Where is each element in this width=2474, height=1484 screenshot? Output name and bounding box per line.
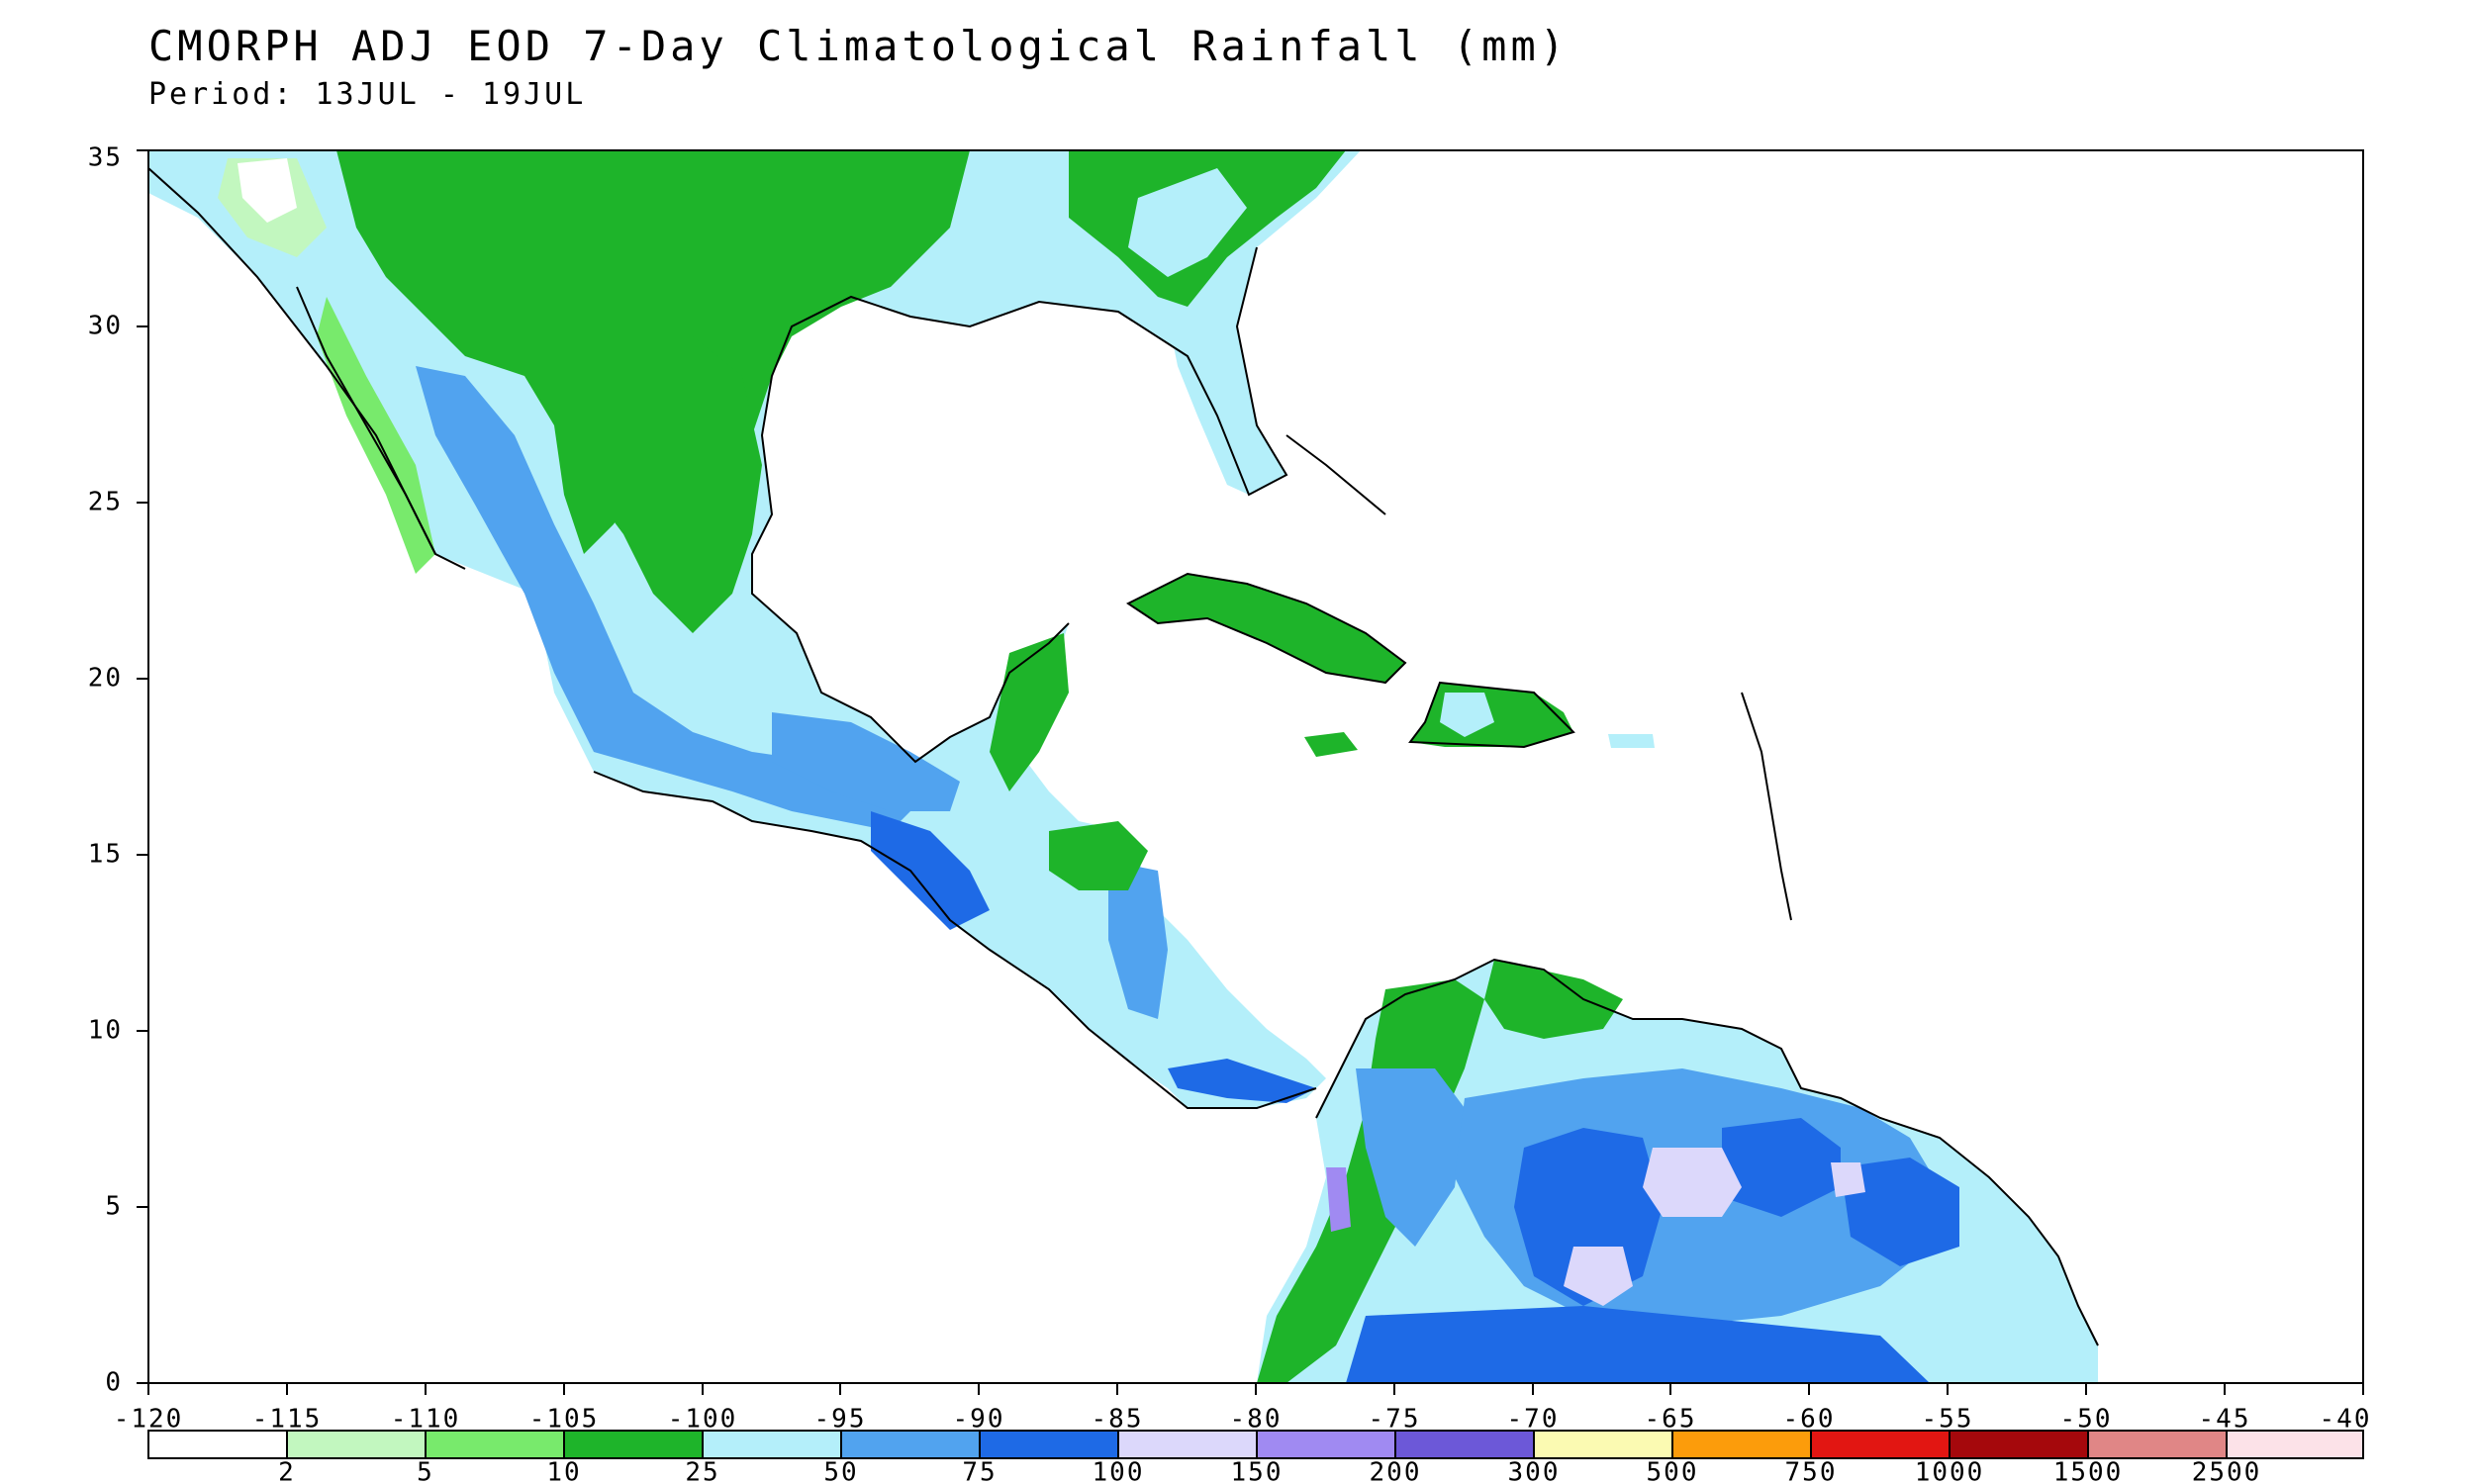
lon-tick-label: -50 <box>2060 1404 2113 1434</box>
puerto-rico-land <box>1608 734 1655 748</box>
rainfall-field <box>148 150 2098 1383</box>
colorbar-swatch <box>840 1430 981 1459</box>
lon-tick-label: -70 <box>1507 1404 1560 1434</box>
colombia-purple <box>1326 1167 1351 1232</box>
colorbar-label: 1500 <box>2053 1457 2124 1484</box>
lat-tick-label: 5 <box>105 1192 123 1222</box>
colorbar-label: 750 <box>1785 1457 1838 1484</box>
map-title: CMORPH ADJ EOD 7-Day Climatological Rain… <box>148 22 1570 70</box>
jamaica-land <box>1304 732 1358 757</box>
nw-white-patch <box>238 158 297 223</box>
colorbar-swatch <box>1671 1430 1812 1459</box>
colorbar-label: 500 <box>1647 1457 1699 1484</box>
colorbar-label: 150 <box>1231 1457 1284 1484</box>
lon-tick-label: -65 <box>1645 1404 1697 1434</box>
sa-south-blue <box>1346 1306 1930 1383</box>
honduras-green <box>1049 821 1148 890</box>
lat-tick-label: 10 <box>88 1016 123 1046</box>
lat-tick-label: 25 <box>88 488 123 517</box>
sa-lavender-1 <box>1643 1148 1742 1217</box>
mexico-green-patch <box>554 307 762 633</box>
colorbar-label: 50 <box>823 1457 858 1484</box>
colorbar-swatch <box>1949 1430 2089 1459</box>
lon-axis: -120 -115 -110 -105 -100 -95 -90 -85 -80… <box>114 1383 2372 1434</box>
lon-tick-label: -40 <box>2320 1404 2372 1434</box>
colorbar: 2 5 10 25 50 75 100 150 200 300 500 750 … <box>147 1430 2364 1484</box>
colorbar-label: 2 <box>278 1457 296 1484</box>
venezuela-green <box>1484 960 1623 1039</box>
colorbar-swatch <box>1394 1430 1535 1459</box>
map-period: Period: 13JUL - 19JUL <box>148 77 587 112</box>
mexico-south-blue <box>772 712 960 811</box>
colorbar-label: 1000 <box>1915 1457 1985 1484</box>
lon-tick-label: -100 <box>668 1404 738 1434</box>
colorbar-label: 75 <box>962 1457 997 1484</box>
lat-tick-label: 20 <box>88 664 123 694</box>
lon-tick-label: -80 <box>1230 1404 1283 1434</box>
colorbar-swatch <box>702 1430 842 1459</box>
colorbar-label: 100 <box>1093 1457 1145 1484</box>
colorbar-label: 10 <box>546 1457 581 1484</box>
colorbar-swatch <box>2087 1430 2228 1459</box>
sa-blue-1 <box>1356 1068 1465 1247</box>
lon-tick-label: -105 <box>529 1404 600 1434</box>
hispaniola-blue <box>1440 693 1494 737</box>
colorbar-swatch <box>2226 1430 2364 1459</box>
lon-tick-label: -45 <box>2199 1404 2251 1434</box>
lat-tick-label: 15 <box>88 840 123 870</box>
lon-tick-label: -55 <box>1922 1404 1974 1434</box>
colorbar-swatch <box>1256 1430 1396 1459</box>
colorbar-swatch <box>147 1430 288 1459</box>
nicaragua-blue <box>1108 861 1168 1019</box>
lon-tick-label: -85 <box>1092 1404 1144 1434</box>
colorbar-label: 2500 <box>2192 1457 2262 1484</box>
lat-tick-label: 30 <box>88 312 123 341</box>
colorbar-swatch <box>1810 1430 1951 1459</box>
lon-tick-label: -110 <box>391 1404 461 1434</box>
colorbar-label: 5 <box>417 1457 434 1484</box>
colorbar-swatch <box>1533 1430 1673 1459</box>
lon-tick-label: -115 <box>252 1404 323 1434</box>
colorbar-label: 300 <box>1508 1457 1561 1484</box>
lat-axis: 0 5 10 15 20 25 30 35 <box>88 143 148 1398</box>
colorbar-label: 25 <box>685 1457 719 1484</box>
coastlines <box>148 167 2099 1346</box>
lon-tick-label: -120 <box>114 1404 184 1434</box>
colorbar-swatch <box>563 1430 704 1459</box>
lat-tick-label: 35 <box>88 143 123 173</box>
lat-tick-label: 0 <box>105 1368 123 1398</box>
sa-blue-4 <box>1722 1118 1841 1217</box>
colorbar-swatch <box>286 1430 427 1459</box>
us-east-blue-patch <box>1128 168 1247 277</box>
central-america-blue <box>871 811 990 930</box>
lon-tick-label: -90 <box>953 1404 1005 1434</box>
sa-lavender-3 <box>1831 1162 1865 1197</box>
cuba-land <box>1128 574 1405 683</box>
sa-lavender-2 <box>1564 1247 1633 1306</box>
colorbar-swatch <box>979 1430 1119 1459</box>
panama-blue <box>1168 1059 1316 1103</box>
sa-blue-5 <box>1841 1158 1959 1266</box>
colorbar-swatch <box>425 1430 565 1459</box>
lon-tick-label: -75 <box>1369 1404 1421 1434</box>
colorbar-label: 200 <box>1370 1457 1422 1484</box>
colorbar-swatch <box>1117 1430 1258 1459</box>
lon-tick-label: -95 <box>814 1404 867 1434</box>
lon-tick-label: -60 <box>1783 1404 1836 1434</box>
